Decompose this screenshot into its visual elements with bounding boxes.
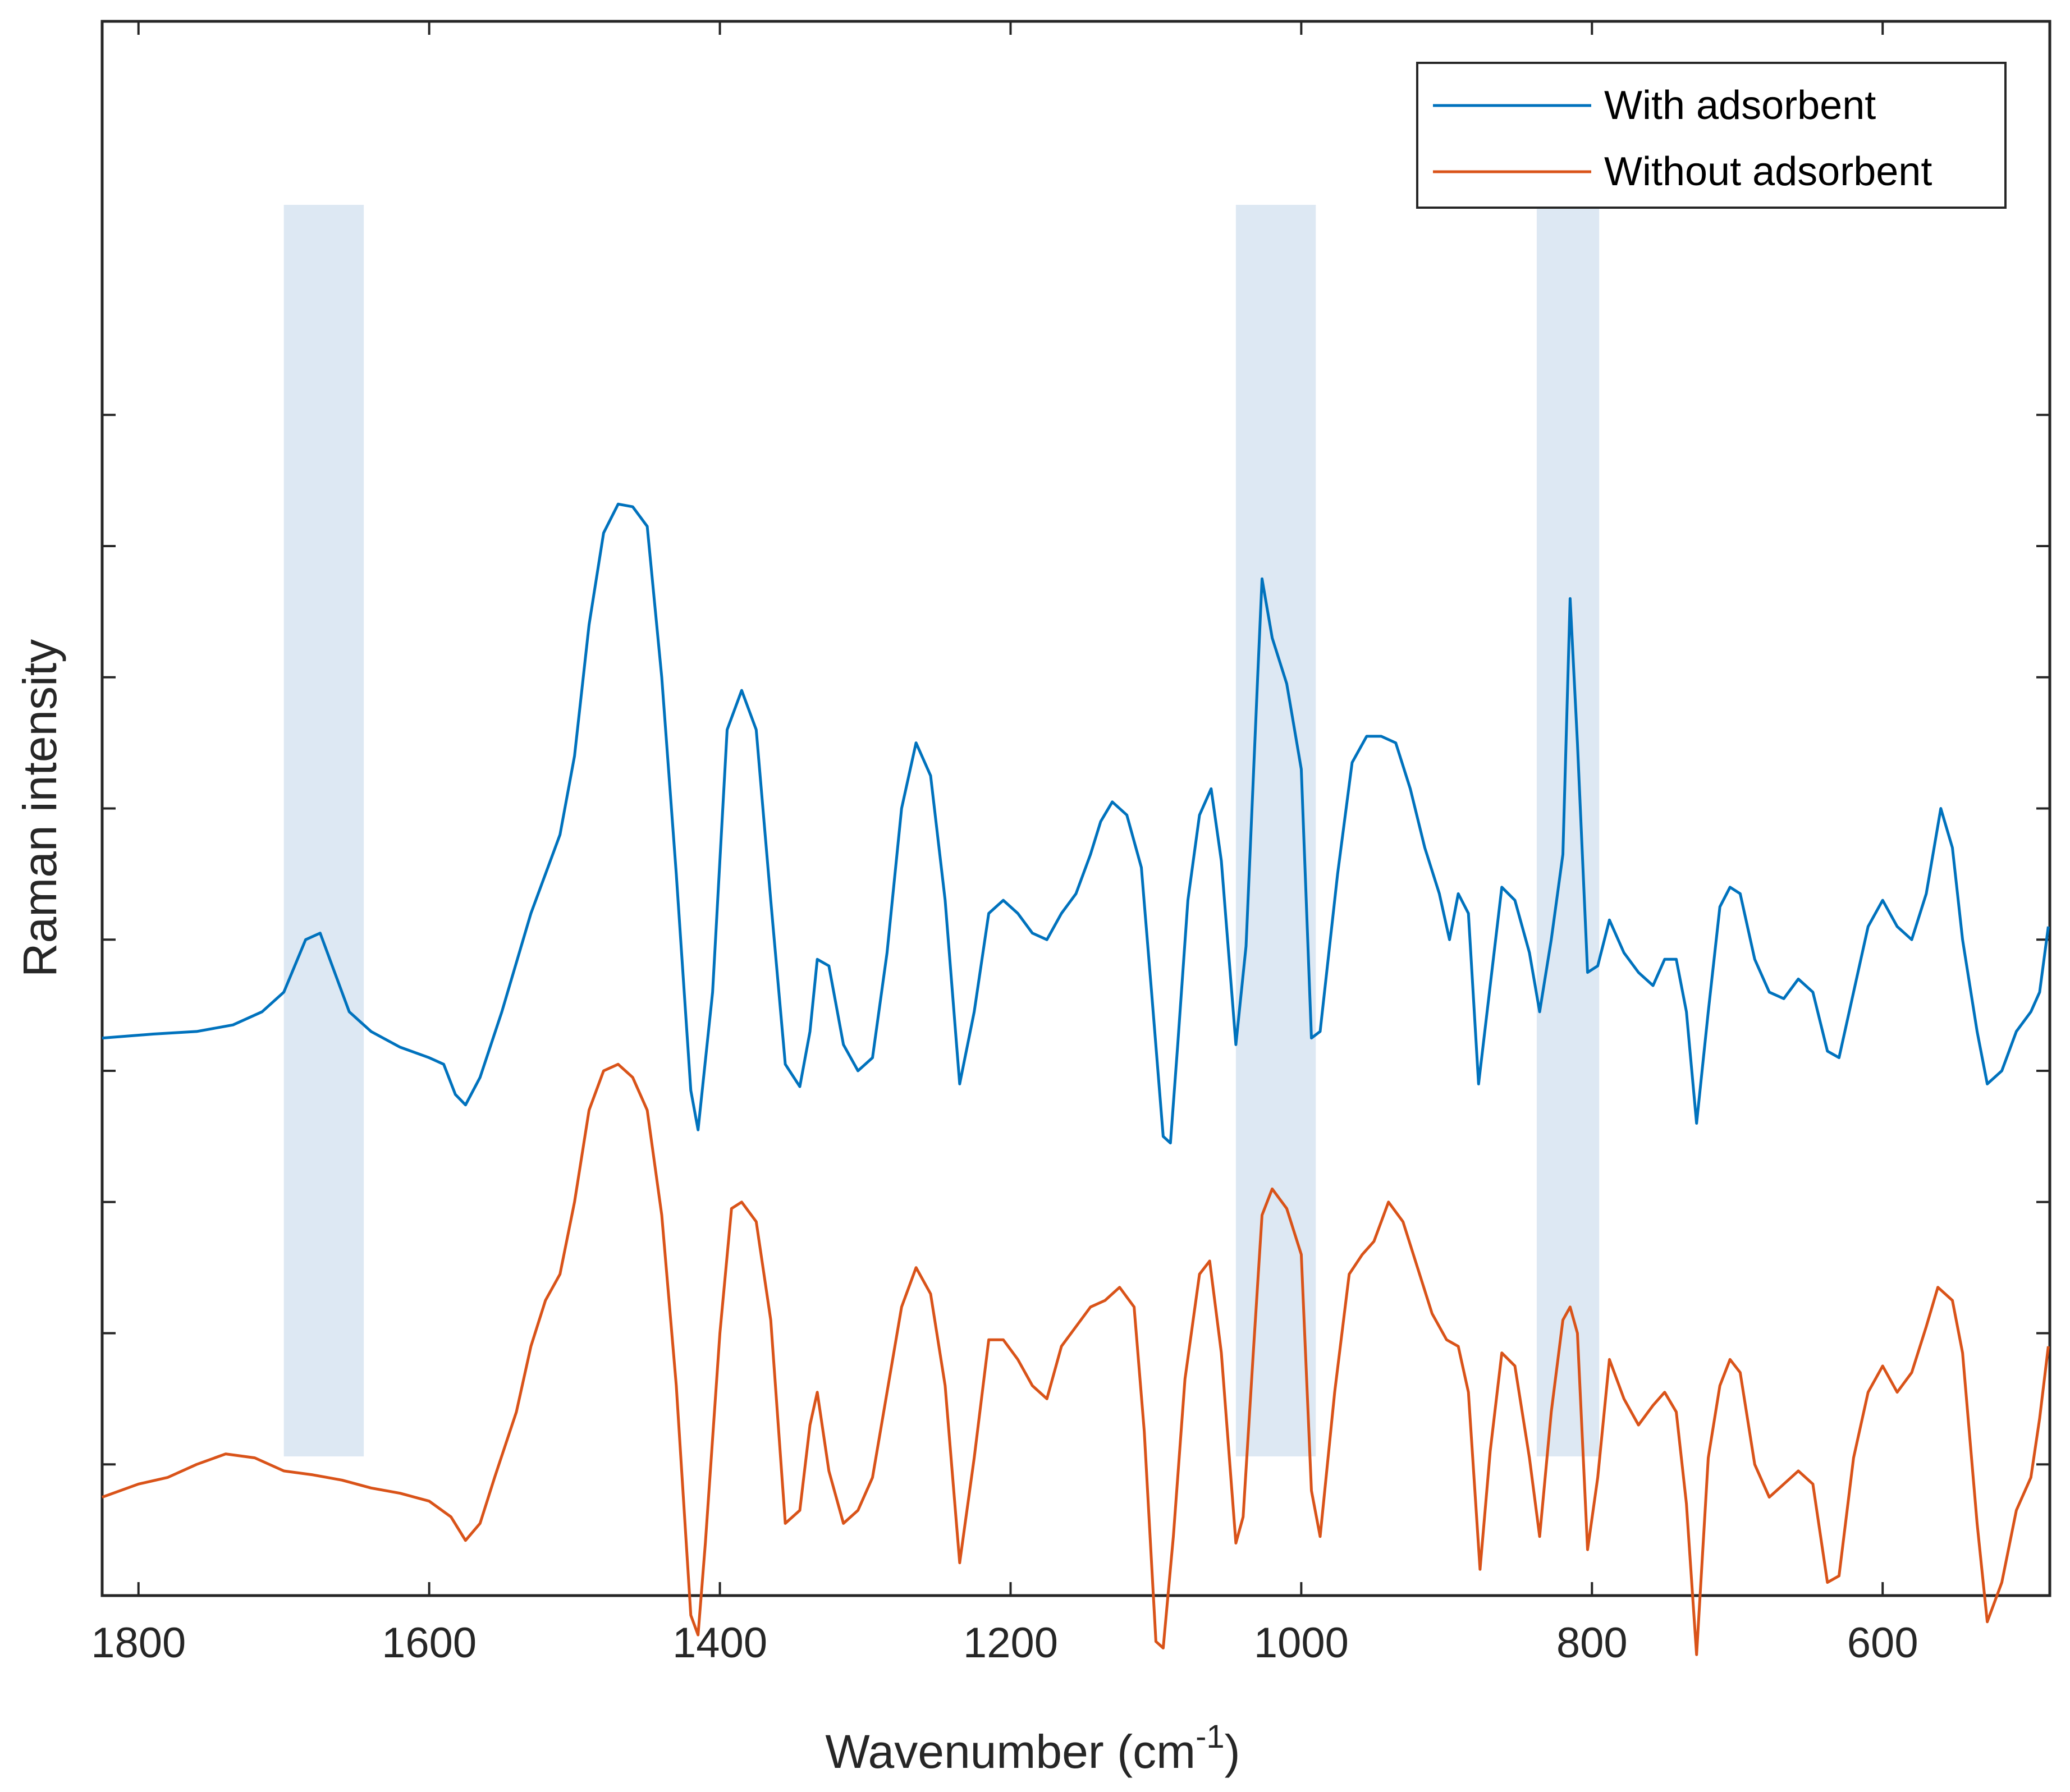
x-axis-label: Wavenumber (cm-1) xyxy=(825,1718,1240,1778)
x-tick-label-1800: 1800 xyxy=(91,1619,186,1667)
series-line-with-adsorbent xyxy=(102,502,2050,1145)
x-tick-label-800: 800 xyxy=(1556,1619,1628,1667)
x-tick-label-1200: 1200 xyxy=(963,1619,1058,1667)
legend-label-without-adsorbent: Without adsorbent xyxy=(1604,149,1932,194)
plot-frame xyxy=(100,20,2051,1597)
highlight-band-1 xyxy=(283,205,364,1456)
legend-label-with-adsorbent: With adsorbent xyxy=(1604,83,1876,128)
y-axis-label: Raman intensity xyxy=(13,639,66,977)
x-tick-label-1000: 1000 xyxy=(1254,1619,1349,1667)
x-tick-label-1600: 1600 xyxy=(382,1619,477,1667)
x-tick-label-600: 600 xyxy=(1847,1619,1918,1667)
highlight-band-3 xyxy=(1536,205,1600,1456)
x-tick-label-1400: 1400 xyxy=(672,1619,767,1667)
series-lines xyxy=(102,502,2050,1656)
x-axis-label-main: Wavenumber (cm xyxy=(825,1725,1196,1778)
x-axis-label-close: ) xyxy=(1225,1725,1240,1778)
highlight-bands xyxy=(283,205,1600,1456)
legend[interactable]: With adsorbent Without adsorbent xyxy=(1416,62,2007,209)
axis-ticks: 1800 1600 1400 1200 1000 800 600 xyxy=(91,21,2050,1667)
legend-box xyxy=(1416,62,2007,209)
x-axis-label-superscript: -1 xyxy=(1196,1718,1225,1755)
series-line-without-adsorbent xyxy=(102,1062,2050,1656)
